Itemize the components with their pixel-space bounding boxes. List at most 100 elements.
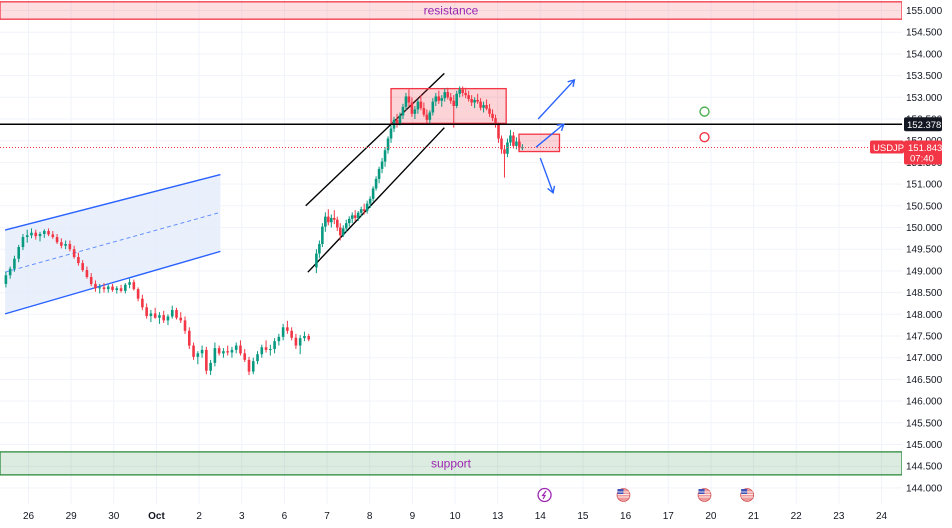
candle-body: [419, 101, 423, 109]
symbol-tag: [870, 140, 904, 154]
candle-body: [226, 351, 229, 353]
candle-body: [359, 209, 363, 213]
candle-body: [64, 243, 67, 246]
price-tick-label: 150.000: [906, 223, 943, 234]
price-tick-label: 150.500: [906, 201, 943, 212]
candle-body: [338, 227, 342, 236]
candle-body: [404, 96, 408, 107]
candle-body: [175, 309, 178, 318]
candle-body: [136, 289, 140, 299]
candle-body: [386, 138, 390, 151]
time-tick-label: 23: [833, 511, 845, 522]
flag-canton: [698, 489, 705, 494]
candle-body: [321, 226, 324, 244]
candle-body: [467, 95, 470, 100]
economic-event-icon: [537, 487, 552, 503]
candle-body: [479, 101, 482, 108]
candle-body: [371, 188, 375, 199]
candle-body: [273, 341, 276, 350]
candle-body: [428, 112, 432, 120]
price-tick-label: 147.500: [906, 332, 943, 343]
candle-body: [341, 228, 345, 236]
candle-body: [298, 338, 302, 346]
price-tick-label: 149.000: [906, 266, 943, 277]
channel-mid-line: [4, 211, 221, 273]
candle-body: [401, 106, 405, 116]
economic-event-icon: [740, 488, 754, 502]
candle-body: [106, 286, 110, 290]
candle-body: [115, 288, 119, 290]
candle-body: [464, 92, 467, 96]
candle-body: [153, 313, 157, 318]
time-tick-label: 16: [620, 511, 632, 522]
candle-body: [476, 99, 479, 102]
candle-body: [286, 327, 289, 331]
candle-body: [422, 108, 426, 115]
candle-body: [395, 119, 399, 124]
events-layer: [537, 487, 754, 503]
price-tick-label: 149.500: [906, 245, 943, 256]
candle-body: [491, 113, 494, 119]
time-tick-label: 10: [449, 511, 461, 522]
price-tick-label: 145.500: [906, 418, 943, 429]
current-price-tag: [904, 140, 942, 165]
candle-body: [205, 349, 208, 371]
candle-body: [119, 288, 123, 291]
candle-body: [77, 257, 80, 264]
candle-body: [47, 230, 50, 235]
candle-body: [407, 96, 411, 103]
candle-body: [111, 286, 114, 290]
candle-body: [94, 283, 97, 289]
candle-body: [162, 315, 166, 321]
candle-body: [377, 168, 381, 179]
candle-body: [68, 243, 72, 250]
candle-body: [200, 349, 204, 354]
time-tick-label: 13: [492, 511, 504, 522]
candle-body: [213, 348, 217, 363]
time-tick-label: 20: [705, 511, 717, 522]
projection-arrow: [537, 79, 575, 120]
markers-layer: [699, 106, 710, 143]
candle-body: [170, 309, 174, 317]
candle-body: [209, 362, 212, 371]
candle-body: [60, 242, 63, 246]
candle-body: [179, 317, 183, 321]
candle-body: [307, 336, 311, 340]
candle-body: [72, 249, 76, 258]
candle-body: [494, 118, 497, 125]
candle-body: [449, 97, 453, 101]
candle-body: [192, 345, 195, 357]
price-tick-label: 144.500: [906, 462, 943, 473]
candle-body: [509, 135, 512, 143]
candle-body: [281, 327, 285, 337]
candle-body: [264, 347, 268, 350]
boxes-layer: [390, 87, 561, 153]
candle-body: [425, 114, 429, 120]
candle-body: [416, 101, 420, 110]
candle-body: [303, 336, 306, 339]
candle-body: [398, 115, 402, 124]
candle-body: [389, 128, 393, 139]
candle-body: [488, 108, 491, 114]
price-axis[interactable]: 155.000154.500154.000153.500153.000152.5…: [902, 0, 952, 528]
price-tick-label: 148.000: [906, 310, 943, 321]
time-axis[interactable]: 26 29 30 Oct 2 3 6 7 8 9 10 13 14 15 16 17 20 21 22 23 24: [0, 506, 902, 528]
time-tick-label: 9: [410, 511, 416, 522]
candle-body: [89, 276, 93, 284]
candle-body: [42, 230, 46, 235]
candle-body: [434, 96, 438, 102]
economic-event-icon: [616, 488, 631, 502]
lightning-icon: [541, 490, 547, 500]
candle-body: [30, 232, 33, 236]
candle-body: [440, 98, 444, 101]
candle-body: [260, 347, 264, 355]
candle-body: [51, 234, 55, 238]
time-tick-label: Oct: [148, 511, 165, 522]
candle-body: [98, 287, 102, 289]
time-tick-label: 30: [108, 511, 120, 522]
flag-canton: [741, 489, 748, 494]
candle-body: [443, 92, 447, 99]
candle-body: [327, 216, 330, 223]
